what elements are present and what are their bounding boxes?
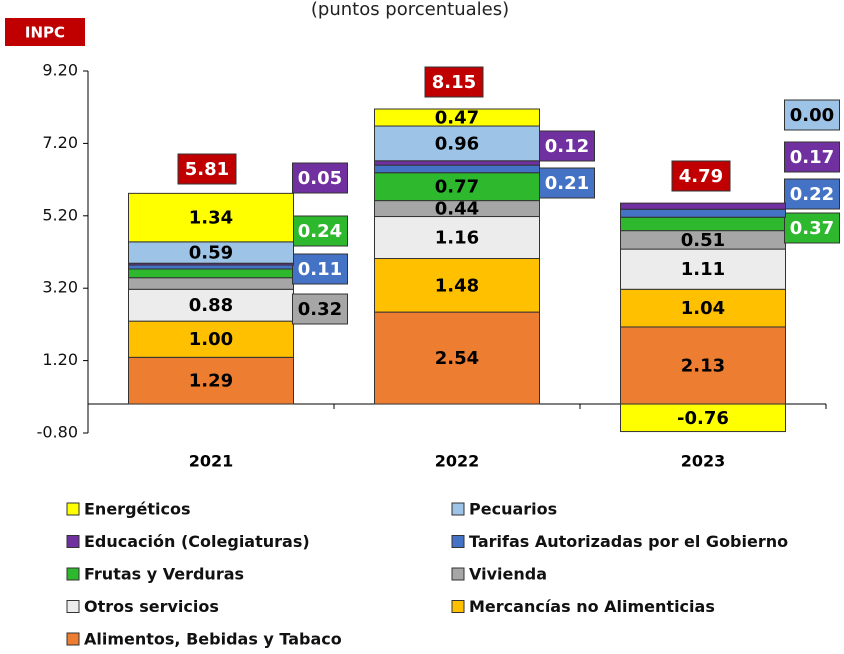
- bar-segment: [620, 403, 786, 433]
- value-label: 1.29: [189, 371, 233, 392]
- value-label-box: [292, 162, 348, 194]
- total-label-box: [424, 66, 484, 98]
- legend-swatch: [66, 567, 80, 581]
- legend-label: Pecuarios: [469, 500, 557, 519]
- value-label: 1.16: [435, 228, 479, 249]
- bar-segment: [374, 258, 540, 313]
- legend-swatch: [451, 600, 465, 613]
- inpc-label: INPC: [25, 24, 65, 42]
- bar-segment: [128, 264, 294, 270]
- value-label: 0.88: [189, 295, 233, 316]
- value-label: 0.12: [545, 136, 589, 157]
- bar-segment: [128, 356, 294, 405]
- value-label: 1.00: [189, 329, 233, 350]
- y-tick-label: 1.20: [42, 350, 78, 369]
- total-label-box: [671, 160, 731, 192]
- value-label: 2.13: [681, 355, 725, 376]
- value-label: 0.59: [189, 243, 233, 264]
- legend-label: Energéticos: [84, 500, 191, 519]
- legend-label: Otros servicios: [84, 597, 219, 616]
- bar-segment: [374, 311, 540, 405]
- value-label: 0.96: [435, 133, 479, 154]
- legend-swatch: [451, 502, 465, 516]
- total-label: 5.81: [185, 159, 229, 180]
- value-label-box: [292, 253, 348, 285]
- bar-segment: [374, 172, 540, 202]
- bar-segment: [620, 216, 786, 232]
- x-tick-label: 2022: [435, 452, 480, 471]
- legend-label: Vivienda: [469, 565, 547, 584]
- legend-swatch: [66, 502, 80, 516]
- x-tick-label: 2021: [189, 452, 234, 471]
- total-label: 4.79: [679, 166, 723, 187]
- value-label: 0.22: [790, 184, 834, 205]
- bar-segment: [374, 164, 540, 174]
- bar-segment: [620, 288, 786, 328]
- bar-segment: [128, 192, 294, 243]
- bar-segment: [374, 108, 540, 127]
- value-label-box: [539, 167, 595, 199]
- value-label: 0.05: [298, 168, 342, 189]
- bar-segment: [374, 125, 540, 162]
- value-label-box: [784, 212, 840, 244]
- inpc-box: [5, 18, 85, 46]
- x-tick-label: 2023: [681, 452, 726, 471]
- bar-segment: [128, 268, 294, 279]
- value-label: 0.17: [790, 147, 834, 168]
- value-label: 0.37: [790, 218, 834, 239]
- value-label: 1.48: [435, 275, 479, 296]
- y-tick-label: 9.20: [42, 61, 78, 80]
- value-label: 0.44: [435, 199, 479, 220]
- y-tick-label: -0.80: [37, 423, 78, 442]
- value-label: 1.34: [189, 208, 233, 229]
- value-label: 0.32: [298, 299, 342, 320]
- value-label: 2.54: [435, 348, 479, 369]
- value-label-box: [784, 99, 840, 131]
- legend-label: Tarifas Autorizadas por el Gobierno: [469, 532, 788, 551]
- bar-segment: [128, 277, 294, 290]
- value-label: 0.21: [545, 173, 589, 194]
- legend-swatch: [66, 632, 80, 646]
- y-tick-label: 3.20: [42, 278, 78, 297]
- legend-label: Educación (Colegiaturas): [84, 532, 310, 551]
- value-label-box: [784, 141, 840, 173]
- y-tick-label: 5.20: [42, 205, 78, 224]
- bar-segment: [620, 208, 786, 218]
- value-label-box: [292, 293, 348, 325]
- value-label: 0.51: [681, 230, 725, 251]
- value-label: 0.77: [435, 177, 479, 198]
- total-label: 8.15: [432, 72, 476, 93]
- bar-segment: [128, 288, 294, 322]
- bar-segment: [374, 160, 540, 166]
- chart-subtitle: (puntos porcentuales): [311, 0, 509, 20]
- value-label: 1.11: [681, 259, 725, 280]
- value-label: 0.00: [790, 105, 834, 126]
- legend-swatch: [66, 600, 80, 613]
- value-label-box: [784, 178, 840, 210]
- legend-swatch: [451, 567, 465, 581]
- y-tick-label: 7.20: [42, 133, 78, 152]
- value-label-box: [292, 215, 348, 247]
- legend-swatch: [451, 535, 465, 548]
- value-label: 0.47: [435, 108, 479, 129]
- value-label-box: [539, 130, 595, 162]
- bar-segment: [128, 320, 294, 358]
- legend-label: Alimentos, Bebidas y Tabaco: [84, 630, 342, 649]
- bar-segment: [620, 202, 786, 210]
- value-label: 0.24: [298, 221, 342, 242]
- legend-label: Mercancías no Alimenticias: [469, 597, 715, 616]
- value-label: 1.04: [681, 298, 725, 319]
- value-label: 0.11: [298, 259, 342, 280]
- total-label-box: [177, 153, 237, 185]
- legend-swatch: [66, 535, 80, 548]
- value-label: -0.76: [677, 408, 729, 429]
- bar-segment: [620, 248, 786, 290]
- legend-label: Frutas y Verduras: [84, 565, 244, 584]
